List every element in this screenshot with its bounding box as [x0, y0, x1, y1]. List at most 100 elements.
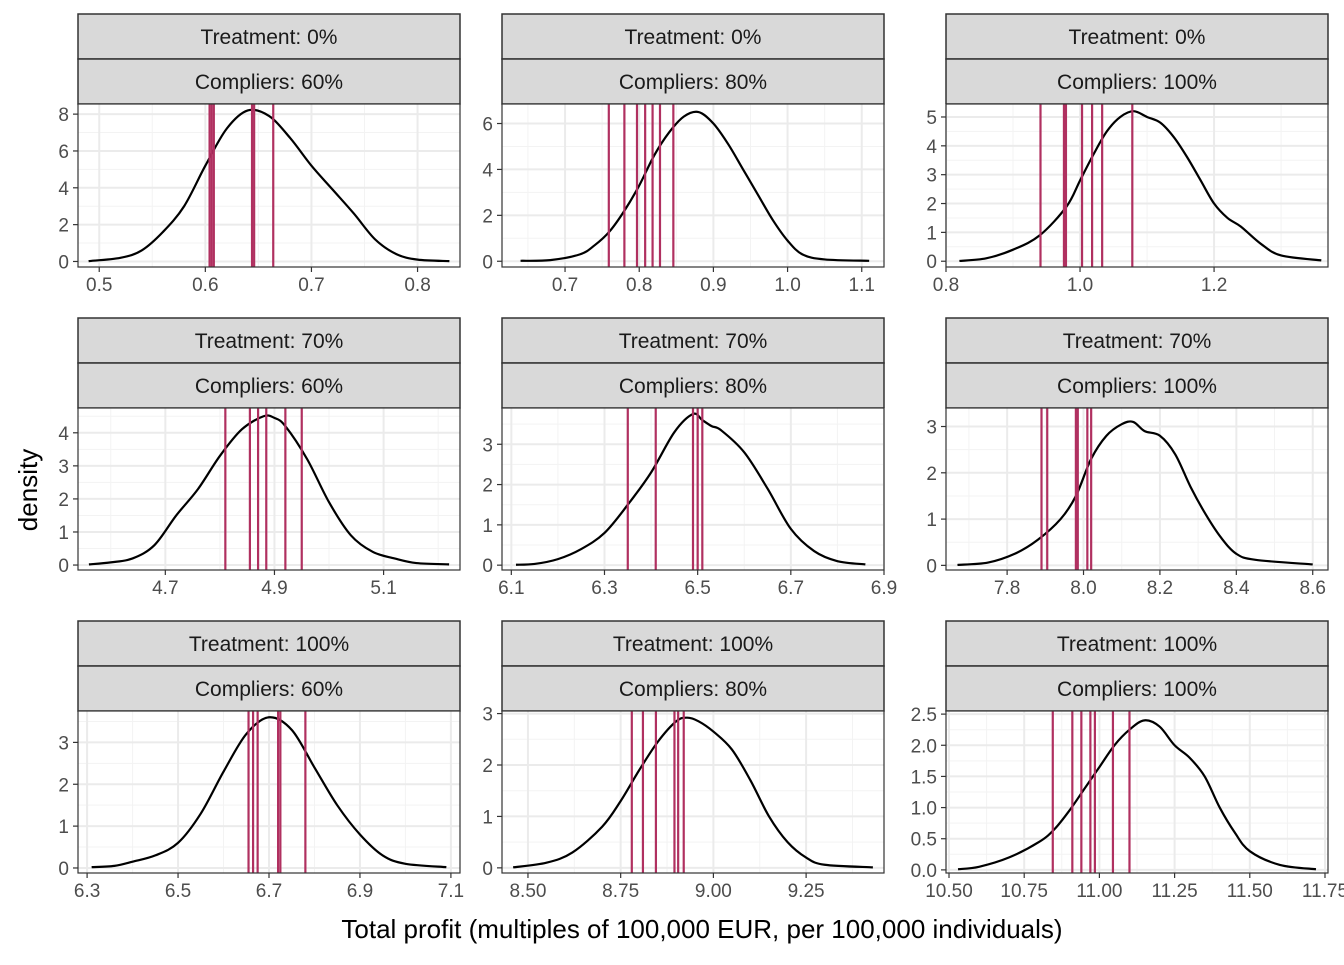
y-tick-label: 3 — [926, 418, 937, 439]
x-tick-label: 6.7 — [778, 578, 804, 599]
density-curve — [959, 110, 1322, 263]
density-curve — [88, 414, 450, 566]
y-tick-label: 2 — [58, 775, 69, 796]
y-tick-label: 0 — [926, 556, 937, 577]
x-tick-label: 6.7 — [256, 881, 282, 902]
facet-strip — [77, 317, 461, 364]
facet-panel: Treatment: 100% Compliers: 60% 6.3 6.5 6.7 6.… — [58, 620, 464, 902]
facet-strip — [501, 13, 885, 60]
x-tick-label: 0.8 — [626, 275, 652, 296]
panel-background — [502, 711, 884, 873]
y-tick-label: 2 — [482, 206, 493, 227]
y-tick-label: 2 — [58, 490, 69, 511]
x-tick-label: 9.25 — [788, 881, 825, 902]
panel-border — [501, 710, 885, 874]
panel-border — [77, 103, 461, 268]
x-tick-label: 6.3 — [74, 881, 100, 902]
x-tick-label: 6.9 — [347, 881, 373, 902]
facet-strip-label: Treatment: 100% — [1057, 633, 1217, 656]
y-tick-label: 0.0 — [911, 861, 937, 882]
facet-strip-label: Compliers: 100% — [1057, 375, 1217, 398]
facet-strip — [945, 665, 1329, 712]
y-tick-label: 0.5 — [911, 830, 937, 851]
x-tick-label: 11.00 — [1076, 881, 1122, 902]
x-tick-label: 0.9 — [700, 275, 726, 296]
facet-panel: Treatment: 100% Compliers: 100% 10.50 10.75… — [911, 620, 1344, 902]
facet-panel: Treatment: 70% Compliers: 80% 6.1 6.3 6.5 6.7… — [482, 317, 897, 599]
facet-strip — [945, 58, 1329, 105]
panel-background — [946, 408, 1328, 570]
facet-strip — [501, 620, 885, 667]
density-curve — [957, 719, 1317, 871]
x-tick-label: 9.00 — [695, 881, 732, 902]
facet-strip-label: Compliers: 100% — [1057, 678, 1217, 701]
y-tick-label: 1 — [482, 807, 493, 828]
x-tick-label: 6.5 — [165, 881, 191, 902]
y-tick-label: 1.0 — [911, 799, 937, 820]
y-tick-label: 1.5 — [911, 767, 937, 788]
facet-strip-label: Compliers: 60% — [195, 71, 343, 94]
x-tick-label: 4.9 — [261, 578, 287, 599]
y-tick-label: 4 — [58, 424, 69, 445]
x-tick-label: 8.75 — [602, 881, 639, 902]
facet-panel: Treatment: 0% Compliers: 100% 0.8 1.0 1.2 0 1 2… — [926, 13, 1329, 296]
facet-panel: Treatment: 70% Compliers: 60% 4.7 4.9 5.1 0 1 2… — [58, 317, 461, 599]
x-tick-label: 11.50 — [1227, 881, 1273, 902]
x-tick-label: 1.1 — [849, 275, 875, 296]
y-tick-label: 3 — [482, 435, 493, 456]
y-tick-label: 3 — [58, 733, 69, 754]
x-tick-label: 0.8 — [933, 275, 959, 296]
x-tick-label: 6.9 — [871, 578, 897, 599]
y-tick-label: 1 — [926, 510, 937, 531]
facet-strip — [501, 58, 885, 105]
x-tick-label: 0.8 — [404, 275, 430, 296]
facet-panel: Treatment: 0% Compliers: 60% 0.5 0.6 0.7 0.8 0… — [58, 13, 461, 296]
panel-border — [945, 407, 1329, 571]
panel-background — [78, 408, 460, 570]
facet-strip — [945, 362, 1329, 409]
x-tick-label: 5.1 — [370, 578, 396, 599]
y-tick-label: 2 — [926, 464, 937, 485]
x-tick-label: 0.6 — [192, 275, 218, 296]
panel-background — [78, 104, 460, 267]
x-tick-label: 1.0 — [774, 275, 800, 296]
y-tick-label: 2 — [482, 756, 493, 777]
x-tick-label: 0.7 — [552, 275, 578, 296]
facet-strip-label: Treatment: 0% — [625, 26, 762, 49]
y-tick-label: 1 — [58, 523, 69, 544]
x-tick-label: 6.1 — [498, 578, 524, 599]
y-tick-label: 4 — [482, 160, 493, 181]
y-tick-label: 4 — [926, 137, 937, 158]
facet-strip-label: Compliers: 60% — [195, 678, 343, 701]
facet-panel: Treatment: 70% Compliers: 100% 7.8 8.0 8.2 8.… — [926, 317, 1329, 599]
y-tick-label: 6 — [58, 142, 69, 163]
panel-border — [501, 407, 885, 571]
density-curve — [520, 110, 870, 262]
facet-strip-label: Treatment: 70% — [195, 330, 344, 353]
facet-panels: Treatment: 0% Compliers: 60% 0.5 0.6 0.7 0.8 0… — [58, 13, 1344, 902]
facet-strip-label: Compliers: 100% — [1057, 71, 1217, 94]
x-tick-label: 6.3 — [591, 578, 617, 599]
facet-panel: Treatment: 0% Compliers: 80% 0.7 0.8 0.9 1.0 1… — [482, 13, 885, 296]
panel-background — [502, 104, 884, 267]
panel-border — [945, 103, 1329, 268]
facet-strip-label: Treatment: 70% — [1063, 330, 1212, 353]
y-tick-label: 1 — [482, 516, 493, 537]
panel-border — [945, 710, 1329, 874]
x-tick-label: 8.4 — [1223, 578, 1250, 599]
y-tick-label: 3 — [482, 705, 493, 726]
y-tick-label: 0 — [482, 859, 493, 880]
y-tick-label: 8 — [58, 105, 69, 126]
density-curve — [957, 420, 1313, 567]
x-tick-label: 11.75 — [1302, 881, 1344, 902]
x-tick-label: 7.1 — [438, 881, 464, 902]
facet-strip-label: Compliers: 80% — [619, 71, 767, 94]
facet-strip-label: Treatment: 100% — [613, 633, 773, 656]
x-tick-label: 8.50 — [509, 881, 546, 902]
x-tick-label: 0.7 — [298, 275, 324, 296]
facet-strip — [501, 665, 885, 712]
y-tick-label: 4 — [58, 179, 69, 200]
x-tick-label: 8.2 — [1147, 578, 1173, 599]
facet-strip-label: Treatment: 0% — [201, 26, 338, 49]
